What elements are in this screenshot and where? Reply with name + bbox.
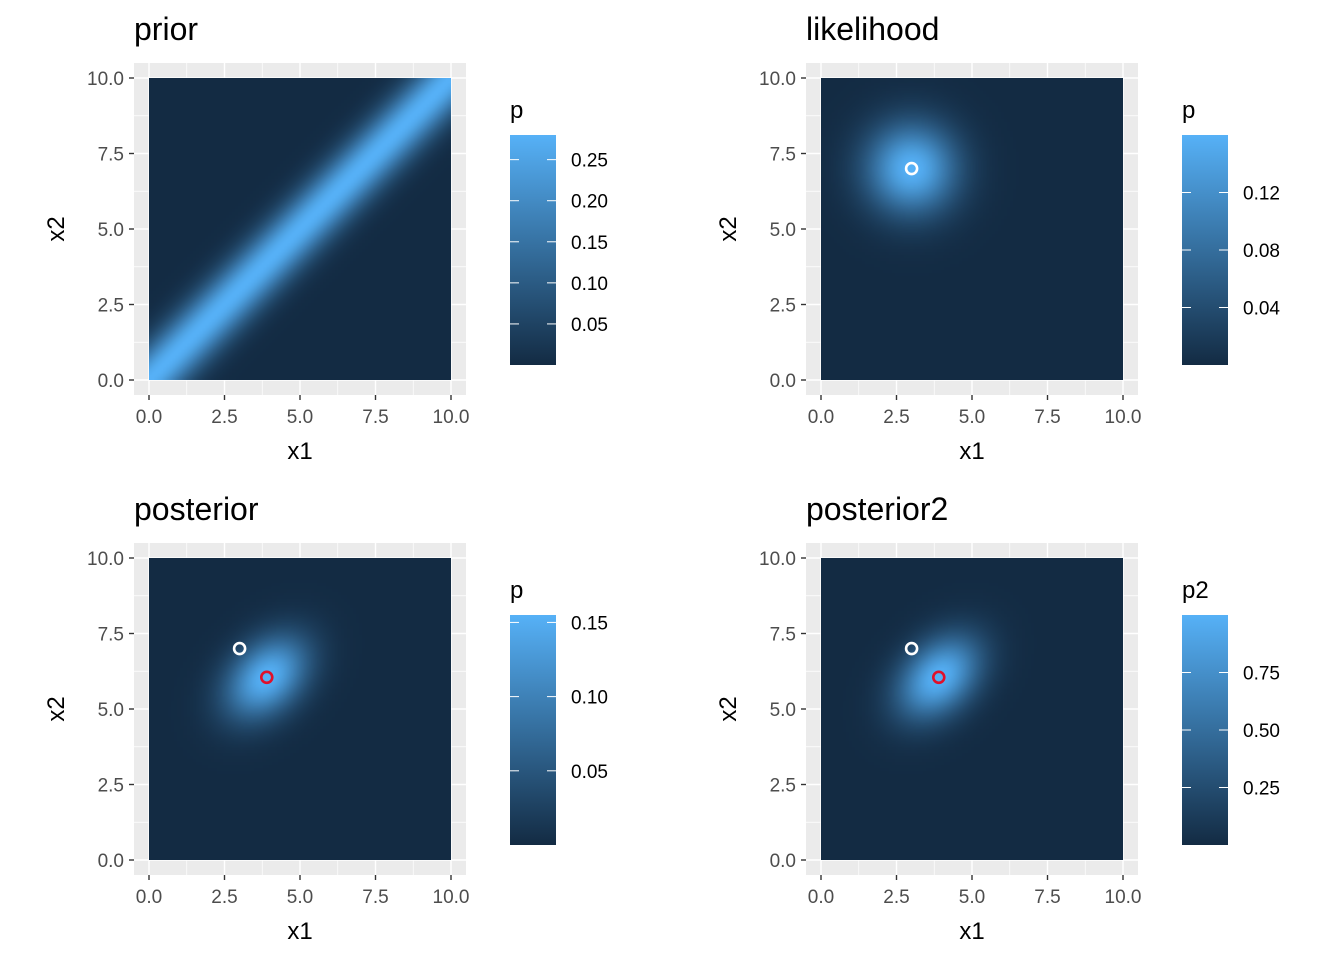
legend-tick-label: 0.05 — [571, 315, 608, 336]
x-axis-title: x1 — [959, 918, 984, 945]
x-axis-title: x1 — [287, 438, 312, 465]
y-tick-label: 10.0 — [759, 549, 796, 570]
data-point — [232, 641, 247, 656]
x-tick-label: 2.5 — [883, 887, 909, 908]
x-tick-label: 0.0 — [808, 407, 834, 428]
legend-colorbar — [510, 135, 556, 365]
chart-panel-likelihood: likelihood 0.0 2.5 5.0 7.5 10.0 0.0 2.5 5.0 7.5 10… — [715, 11, 1280, 465]
panel-title: posterior — [134, 491, 259, 527]
y-tick-label: 5.0 — [770, 700, 796, 721]
chart-panel-prior: prior 0.0 2.5 5.0 7.5 10.0 0.0 2.5 5.0 7.5 10.0 x1 x… — [43, 11, 608, 465]
y-tick-label: 5.0 — [98, 700, 124, 721]
y-tick-label: 0.0 — [770, 371, 796, 392]
x-axis-title: x1 — [959, 438, 984, 465]
x-tick-label: 7.5 — [362, 407, 388, 428]
legend-title: p — [1182, 97, 1195, 124]
x-tick-label: 10.0 — [1105, 407, 1142, 428]
x-tick-label: 0.0 — [136, 407, 162, 428]
x-axis-title: x1 — [287, 918, 312, 945]
y-tick-label: 0.0 — [98, 851, 124, 872]
legend-title: p — [510, 577, 523, 604]
legend-tick-label: 0.75 — [1243, 664, 1280, 685]
y-tick-label: 7.5 — [98, 625, 124, 646]
y-tick-label: 2.5 — [98, 296, 124, 317]
x-tick-label: 7.5 — [1034, 887, 1060, 908]
y-tick-label: 2.5 — [770, 296, 796, 317]
x-tick-label: 0.0 — [808, 887, 834, 908]
y-tick-label: 5.0 — [98, 220, 124, 241]
x-tick-label: 5.0 — [287, 407, 313, 428]
y-tick-label: 5.0 — [770, 220, 796, 241]
legend-tick-label: 0.20 — [571, 192, 608, 213]
legend-colorbar — [510, 615, 556, 845]
y-tick-label: 7.5 — [770, 625, 796, 646]
x-tick-label: 7.5 — [1034, 407, 1060, 428]
panel-title: posterior2 — [806, 491, 948, 527]
chart-panel-posterior: posterior 0.0 2.5 5.0 7.5 10.0 0.0 2.5 5.0 7.5 10.… — [43, 491, 608, 945]
y-axis-title: x2 — [715, 696, 742, 721]
legend-tick-label: 0.10 — [571, 688, 608, 709]
panel-title: likelihood — [806, 11, 939, 47]
legend-tick-label: 0.15 — [571, 233, 608, 254]
legend-tick-label: 0.25 — [1243, 779, 1280, 800]
y-tick-label: 2.5 — [770, 776, 796, 797]
y-tick-label: 0.0 — [98, 371, 124, 392]
y-tick-label: 7.5 — [770, 145, 796, 166]
legend-tick-label: 0.08 — [1243, 241, 1280, 262]
x-tick-label: 5.0 — [959, 407, 985, 428]
x-tick-label: 10.0 — [433, 887, 470, 908]
x-tick-label: 2.5 — [211, 887, 237, 908]
x-tick-label: 0.0 — [136, 887, 162, 908]
y-tick-label: 10.0 — [87, 69, 124, 90]
y-tick-label: 10.0 — [759, 69, 796, 90]
y-axis-title: x2 — [715, 216, 742, 241]
data-point — [259, 670, 274, 685]
heatmap-tiles — [149, 558, 451, 860]
y-tick-label: 10.0 — [87, 549, 124, 570]
panel-title: prior — [134, 11, 198, 47]
legend-tick-label: 0.04 — [1243, 299, 1280, 320]
data-point — [931, 670, 946, 685]
x-tick-label: 7.5 — [362, 887, 388, 908]
heatmap-tiles — [149, 78, 451, 380]
heatmap-tiles — [821, 78, 1123, 380]
x-tick-label: 10.0 — [433, 407, 470, 428]
chart-panel-posterior2: posterior2 0.0 2.5 5.0 7.5 10.0 0.0 2.5 5.0 7.5 10… — [715, 491, 1280, 945]
y-tick-label: 2.5 — [98, 776, 124, 797]
y-axis-title: x2 — [43, 216, 70, 241]
legend-tick-label: 0.25 — [571, 151, 608, 172]
x-tick-label: 5.0 — [287, 887, 313, 908]
legend-title: p — [510, 97, 523, 124]
legend-tick-label: 0.15 — [571, 613, 608, 634]
y-axis-title: x2 — [43, 696, 70, 721]
legend-tick-label: 0.50 — [1243, 721, 1280, 742]
y-tick-label: 7.5 — [98, 145, 124, 166]
x-tick-label: 2.5 — [883, 407, 909, 428]
legend-tick-label: 0.12 — [1243, 184, 1280, 205]
legend-title: p2 — [1182, 577, 1209, 604]
heatmap-tiles — [821, 558, 1123, 860]
x-tick-label: 5.0 — [959, 887, 985, 908]
data-point — [904, 161, 919, 176]
x-tick-label: 10.0 — [1105, 887, 1142, 908]
data-point — [904, 641, 919, 656]
legend-tick-label: 0.05 — [571, 762, 608, 783]
legend-tick-label: 0.10 — [571, 274, 608, 295]
x-tick-label: 2.5 — [211, 407, 237, 428]
y-tick-label: 0.0 — [770, 851, 796, 872]
